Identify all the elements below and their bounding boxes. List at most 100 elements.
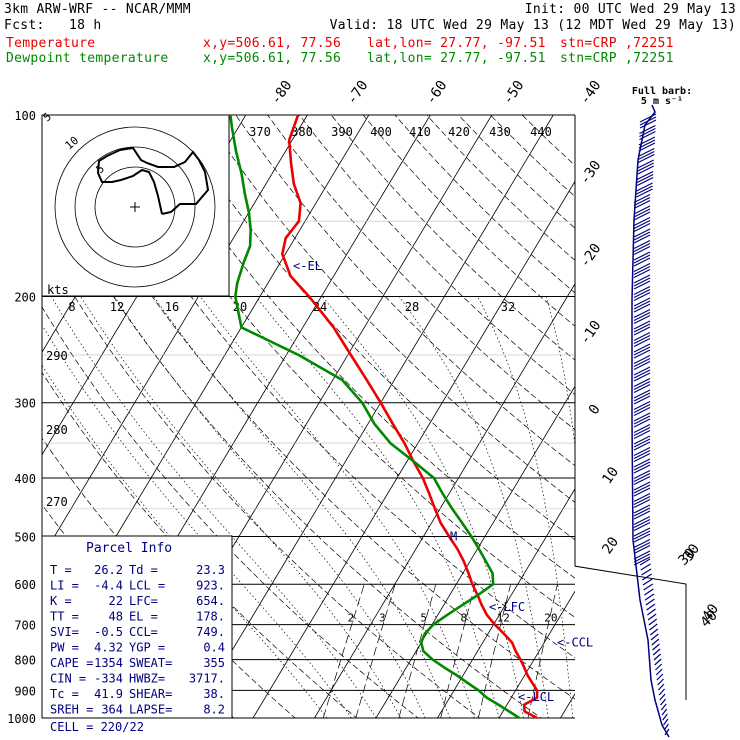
dry-adiabat xyxy=(139,115,575,579)
isotherm-label: 30 xyxy=(680,541,703,564)
barb-legend-unit: 5 m s⁻¹ xyxy=(641,96,683,107)
wind-barb xyxy=(633,274,651,284)
wind-barb xyxy=(633,277,651,287)
dry-adiabat xyxy=(42,174,542,718)
wind-barb xyxy=(633,395,651,405)
wind-barb xyxy=(633,311,651,322)
wind-barb xyxy=(639,119,657,129)
isotherm-label: -80 xyxy=(268,78,296,108)
wind-barb xyxy=(637,165,654,175)
wind-barb xyxy=(660,703,667,711)
wind-barb xyxy=(633,326,651,336)
wind-barb xyxy=(643,583,654,591)
pressure-tick-label: 700 xyxy=(14,619,36,633)
wind-barb xyxy=(662,713,668,721)
wind-barb xyxy=(640,563,651,571)
parcel-info-frame xyxy=(41,535,233,719)
parcel-row-label: HWBZ= xyxy=(129,672,165,686)
isotherm-label: -40 xyxy=(577,78,605,108)
wind-barb xyxy=(644,588,654,596)
parcel-row-label: K = xyxy=(50,594,72,608)
pressure-tick-label: 300 xyxy=(14,397,36,411)
level-marker: <-CCL xyxy=(557,635,593,649)
wind-barb xyxy=(633,280,651,290)
dewpoint-legend-latlon: lat,lon= 27.77, -97.51 xyxy=(367,51,546,66)
moist-adiabat xyxy=(545,296,575,449)
wind-barb xyxy=(633,300,651,310)
moist-adiabat xyxy=(398,296,549,718)
wind-barb xyxy=(633,380,651,391)
wind-barb xyxy=(633,242,651,253)
wind-barb xyxy=(639,124,656,135)
wind-barb xyxy=(637,162,654,172)
wind-barb xyxy=(633,438,651,448)
parcel-row-label: LI = xyxy=(50,579,79,593)
dewpoint-legend-xy: x,y=506.61, 77.56 xyxy=(203,51,342,66)
wind-barb xyxy=(633,346,651,356)
wind-barb xyxy=(633,337,651,348)
wind-barb xyxy=(633,498,651,509)
wind-barb xyxy=(633,297,651,307)
wind-barb xyxy=(633,472,651,483)
parcel-row-value: 923. xyxy=(196,579,225,593)
wind-barb xyxy=(639,558,651,566)
wind-barb xyxy=(645,598,655,606)
parcel-row-value: 364 xyxy=(101,703,123,717)
dry-adiabat xyxy=(203,115,575,503)
wind-barb xyxy=(663,718,669,726)
pressure-tick-label: 100 xyxy=(14,109,36,123)
wind-barb xyxy=(633,507,651,517)
moist-adiabat xyxy=(80,296,401,718)
temperature-legend-xy: x,y=506.61, 77.56 xyxy=(203,36,342,51)
wind-barb xyxy=(633,205,651,215)
wind-barb xyxy=(639,116,657,126)
hodograph-ring xyxy=(74,146,196,268)
wind-barb xyxy=(646,608,656,616)
parcel-row-label: SVI= xyxy=(50,625,79,639)
wind-barb xyxy=(656,673,664,681)
wind-barb xyxy=(636,182,653,192)
dewpoint-trace xyxy=(229,114,521,720)
wind-barb xyxy=(641,568,652,576)
parcel-row-value: -4.4 xyxy=(94,579,123,593)
wind-barb xyxy=(633,288,651,299)
wind-barb xyxy=(633,550,651,560)
parcel-row-value: 8.2 xyxy=(203,703,225,717)
wind-barb xyxy=(633,495,651,506)
barb-staff xyxy=(631,104,670,738)
wind-barb xyxy=(633,208,651,218)
wind-barb xyxy=(633,435,651,445)
dry-adiabat xyxy=(458,115,575,229)
mixing-ratio-label: 8 xyxy=(460,612,467,625)
dry-adiabat xyxy=(42,371,358,718)
parcel-row-value: 23.3 xyxy=(196,563,225,577)
dry-adiabat xyxy=(299,115,575,396)
isotherm-line xyxy=(42,115,308,558)
wind-barb xyxy=(633,268,651,279)
isotherm-line xyxy=(437,488,575,718)
pressure-tick-labels: 100 200 300 400 500 600 700 800 900 1000 xyxy=(7,109,36,726)
wind-barb xyxy=(633,320,651,330)
mixing-ratio-line xyxy=(398,584,437,718)
wind-barb xyxy=(633,461,651,471)
speed-scale-label: 16 xyxy=(165,300,179,314)
wind-barb xyxy=(633,323,651,333)
init-time: Init: 00 UTC Wed 29 May 13 xyxy=(524,2,736,17)
valid-time: Valid: 18 UTC Wed 29 May 13 (12 MDT Wed … xyxy=(329,18,736,33)
wind-barb xyxy=(655,663,663,671)
wind-barb xyxy=(633,527,651,537)
wind-barb xyxy=(633,366,651,376)
wind-barb xyxy=(633,458,651,468)
dry-adiabat xyxy=(521,115,575,166)
hodograph-trace xyxy=(96,146,210,215)
dry-adiabat xyxy=(44,115,575,700)
wind-barb xyxy=(655,668,663,676)
parcel-row-value: 749. xyxy=(196,625,225,639)
parcel-row-value: 654. xyxy=(196,594,225,608)
hodograph-ring xyxy=(94,166,176,248)
wind-barb xyxy=(654,658,662,666)
wind-barb xyxy=(664,728,670,736)
wind-barb xyxy=(633,265,651,276)
wind-barb xyxy=(633,484,651,494)
isotherm-line xyxy=(252,180,575,718)
